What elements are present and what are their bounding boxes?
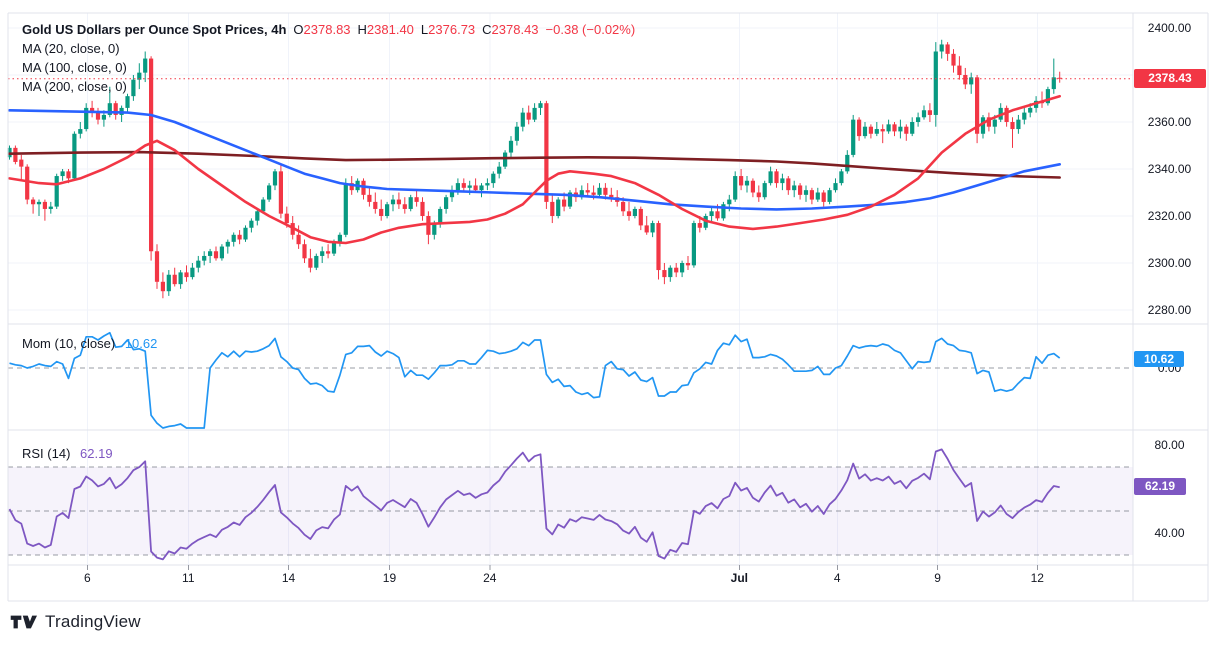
ohlc-value-o: 2378.83 bbox=[303, 22, 351, 37]
ohlc-value-l: 2376.73 bbox=[428, 22, 476, 37]
main-legend: Gold US Dollars per Ounce Spot Prices, 4… bbox=[22, 20, 635, 96]
time-axis-label: 19 bbox=[382, 571, 397, 585]
time-axis-label: 9 bbox=[934, 571, 941, 585]
ohlc-letter-l: L bbox=[420, 22, 429, 37]
time-axis-label: 12 bbox=[1030, 571, 1044, 585]
time-axis-label: 11 bbox=[182, 571, 195, 585]
ma100-legend[interactable]: MA (100, close, 0) bbox=[22, 60, 127, 75]
ohlc-letter-o: O bbox=[293, 22, 304, 37]
price-axis-label: 2280.00 bbox=[1147, 303, 1192, 317]
ohlc-letter-h: H bbox=[357, 22, 367, 37]
time-axis-label: 4 bbox=[833, 571, 841, 585]
ohlc-letter-c: C bbox=[482, 22, 492, 37]
rsi-legend[interactable]: RSI (14) 62.19 bbox=[22, 446, 113, 461]
time-axis-label: 24 bbox=[483, 571, 497, 585]
last-price-badge: 2378.43 bbox=[1134, 69, 1206, 88]
price-change: −0.38 (−0.02%) bbox=[545, 22, 636, 37]
time-axis-label: Jul bbox=[730, 571, 748, 585]
price-axis-label: 2400.00 bbox=[1147, 21, 1192, 35]
momentum-badge: 10.62 bbox=[1134, 351, 1184, 367]
tradingview-watermark[interactable]: TradingView bbox=[10, 612, 141, 632]
time-axis-label: 6 bbox=[84, 571, 91, 585]
rsi-badge: 62.19 bbox=[1134, 478, 1186, 495]
rsi-value: 62.19 bbox=[80, 446, 113, 461]
ma200-legend[interactable]: MA (200, close, 0) bbox=[22, 79, 127, 94]
momentum-label: Mom (10, close) bbox=[22, 336, 116, 351]
ma20-legend[interactable]: MA (20, close, 0) bbox=[22, 41, 120, 56]
momentum-legend[interactable]: Mom (10, close) 10.62 bbox=[22, 336, 157, 351]
price-axis-label: 2300.00 bbox=[1147, 256, 1192, 270]
price-axis-label: 2320.00 bbox=[1147, 209, 1192, 223]
price-axis-label: 2360.00 bbox=[1147, 115, 1192, 129]
tradingview-watermark-text: TradingView bbox=[45, 612, 141, 631]
ohlc-values: O2378.83 H2381.40 L2376.73 C2378.43 bbox=[286, 22, 538, 37]
momentum-value: 10.62 bbox=[124, 336, 158, 351]
rsi-upper-axis-label: 80.00 bbox=[1154, 438, 1185, 452]
rsi-lower-axis-label: 40.00 bbox=[1154, 526, 1185, 540]
time-axis-label: 14 bbox=[281, 571, 296, 585]
legend-title-row[interactable]: Gold US Dollars per Ounce Spot Prices, 4… bbox=[22, 20, 635, 39]
rsi-label: RSI (14) bbox=[22, 446, 71, 461]
tradingview-logo-icon bbox=[10, 615, 37, 629]
symbol-title[interactable]: Gold US Dollars per Ounce Spot Prices, 4… bbox=[22, 22, 287, 37]
ohlc-value-c: 2378.43 bbox=[491, 22, 539, 37]
price-axis-label: 2340.00 bbox=[1147, 162, 1192, 176]
ohlc-value-h: 2381.40 bbox=[366, 22, 414, 37]
